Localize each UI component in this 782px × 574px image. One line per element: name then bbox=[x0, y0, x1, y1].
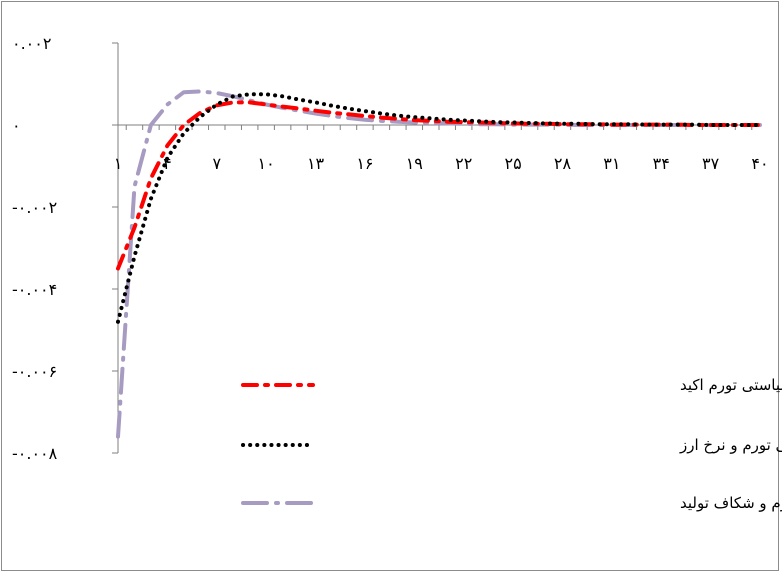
axes bbox=[117, 43, 760, 453]
x-tick-label: ۷ bbox=[212, 154, 221, 173]
legend-entry-2: حساب جاری-قاعده سیاستی تورم و نرخ ارز bbox=[241, 436, 782, 454]
y-tick-label: -۰.۰۰۴ bbox=[12, 280, 57, 299]
legend-label: حساب جاری-قاعده سیاستی تورم و شکاف تولید bbox=[680, 494, 782, 512]
y-tick-label: -۰.۰۰۶ bbox=[12, 362, 57, 381]
series-line-1 bbox=[116, 100, 762, 271]
x-tick-label: ۱ bbox=[114, 154, 123, 173]
legend-label: حساب جاری-قاعده سیاستی تورم و نرخ ارز bbox=[679, 436, 782, 454]
x-tick-label: ۳۱ bbox=[603, 154, 620, 173]
x-tick-label: ۳۷ bbox=[702, 154, 720, 173]
y-axis-ticks: ۰.۰۰۲ ۰ -۰.۰۰۲ -۰.۰۰۴ -۰.۰۰۶ -۰.۰۰۸ bbox=[12, 34, 118, 463]
legend: حساب جاری-قاعده سیاستی تورم اکید حساب جار… bbox=[241, 376, 782, 512]
series-line-2 bbox=[116, 92, 762, 324]
x-tick-label: ۴ bbox=[163, 154, 172, 173]
x-tick-label: ۴۰ bbox=[751, 154, 768, 173]
x-tick-label: ۳۴ bbox=[653, 154, 670, 173]
x-tick-label: ۱۰ bbox=[258, 154, 275, 173]
x-tick-label: ۲۵ bbox=[504, 154, 521, 173]
legend-entry-3: حساب جاری-قاعده سیاستی تورم و شکاف تولید bbox=[241, 494, 782, 512]
x-tick-label: ۱۹ bbox=[406, 154, 423, 173]
x-axis-ticks: ۱ ۴ ۷ ۱۰ ۱۳ ۱۶ ۱۹ ۲۲ ۲۵ ۲۸ ۳۱ ۳۴ ۳۷ ۴۰ bbox=[114, 125, 769, 173]
y-tick-label: ۰ bbox=[12, 116, 21, 135]
x-tick-label: ۲۸ bbox=[554, 154, 572, 173]
series-line-3 bbox=[116, 89, 762, 439]
x-tick-label: ۱۶ bbox=[356, 154, 373, 173]
x-tick-label: ۱۳ bbox=[307, 154, 325, 173]
legend-entry-1: حساب جاری-قاعده سیاستی تورم اکید bbox=[241, 376, 782, 394]
y-tick-label: ۰.۰۰۲ bbox=[12, 34, 51, 53]
y-tick-label: -۰.۰۰۸ bbox=[12, 444, 58, 463]
x-tick-label: ۲۲ bbox=[455, 154, 472, 173]
legend-label: حساب جاری-قاعده سیاستی تورم اکید bbox=[680, 376, 782, 394]
y-tick-label: -۰.۰۰۲ bbox=[12, 198, 57, 217]
series-group bbox=[116, 89, 762, 439]
